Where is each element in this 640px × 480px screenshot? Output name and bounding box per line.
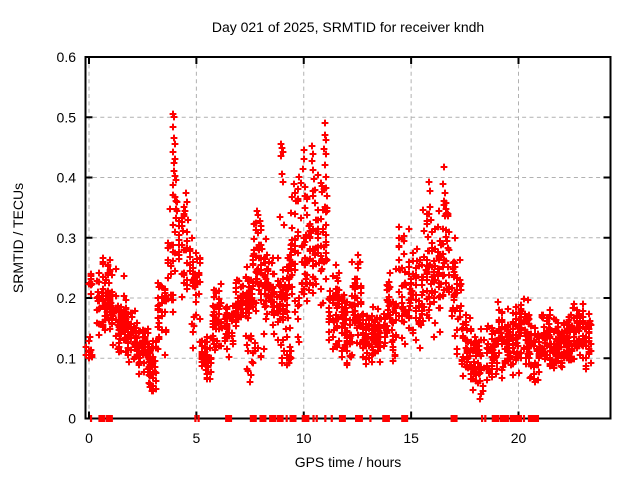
y-tick-label: 0.4	[57, 170, 77, 186]
zero-value-marker	[312, 415, 315, 422]
zero-value-marker	[194, 415, 197, 422]
zero-value-marker	[515, 415, 522, 422]
zero-value-marker	[338, 415, 346, 422]
zero-value-marker	[269, 415, 277, 422]
zero-value-marker	[401, 415, 409, 422]
zero-value-marker	[484, 415, 487, 422]
zero-value-marker	[249, 415, 257, 422]
zero-value-marker	[506, 415, 509, 422]
chart-title: Day 021 of 2025, SRMTID for receiver knd…	[211, 19, 485, 35]
y-tick-label: 0.2	[57, 290, 77, 306]
zero-value-marker	[330, 415, 333, 422]
y-tick-label: 0.3	[57, 230, 77, 246]
zero-value-marker	[89, 415, 93, 422]
zero-value-marker	[289, 415, 297, 422]
zero-value-marker	[509, 415, 517, 422]
y-axis-label: SRMTID / TECUs	[10, 182, 26, 294]
zero-value-marker	[536, 415, 540, 422]
zero-value-marker	[499, 415, 507, 422]
zero-value-marker	[324, 415, 327, 422]
zero-value-marker	[302, 415, 310, 422]
zero-value-marker	[225, 415, 233, 422]
zero-value-marker	[285, 415, 288, 422]
x-tick-label: 20	[511, 430, 527, 446]
zero-value-marker	[315, 415, 318, 422]
zero-value-marker	[369, 415, 372, 422]
x-axis-label: GPS time / hours	[294, 454, 402, 470]
y-tick-label: 0	[68, 411, 76, 427]
zero-value-marker	[492, 415, 500, 422]
y-tick-label: 0.5	[57, 109, 77, 125]
x-tick-label: 15	[403, 430, 419, 446]
zero-value-marker	[531, 415, 539, 422]
zero-value-marker	[450, 415, 458, 422]
zero-value-marker	[382, 415, 390, 422]
zero-value-marker	[360, 415, 363, 422]
x-tick-label: 5	[192, 430, 200, 446]
x-tick-label: 10	[296, 430, 312, 446]
y-tick-label: 0.6	[57, 49, 77, 65]
zero-value-marker	[98, 415, 106, 422]
zero-value-marker	[276, 415, 284, 422]
x-tick-label: 0	[85, 430, 93, 446]
zero-value-marker	[197, 415, 200, 422]
zero-value-marker	[105, 415, 113, 422]
zero-value-marker	[522, 415, 526, 422]
zero-value-marker	[259, 415, 267, 422]
data-points	[82, 110, 595, 403]
zero-value-marker	[355, 415, 363, 422]
zero-value-marker	[480, 415, 484, 422]
y-tick-label: 0.1	[57, 350, 77, 366]
